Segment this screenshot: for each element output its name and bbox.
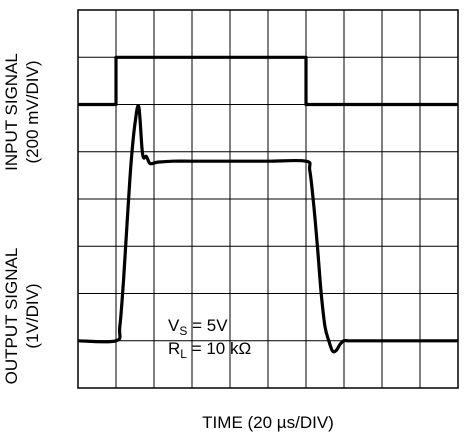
chart-border (77, 9, 459, 389)
output-signal-trace (77, 104, 458, 354)
output-signal-label: OUTPUT SIGNAL (2, 248, 21, 385)
input-signal-scale-label: (200 mV/DIV) (23, 61, 42, 164)
input-signal-label: INPUT SIGNAL (2, 53, 21, 171)
x-axis-label: TIME (20 µs/DIV) (202, 413, 334, 432)
load-resistance-annotation: RL = 10 kΩ (168, 339, 251, 361)
supply-voltage-annotation: VS = 5V (168, 316, 228, 338)
output-signal-scale-label: (1V/DIV) (23, 283, 42, 348)
input-signal-trace (78, 55, 458, 107)
chart-grid (77, 9, 459, 389)
